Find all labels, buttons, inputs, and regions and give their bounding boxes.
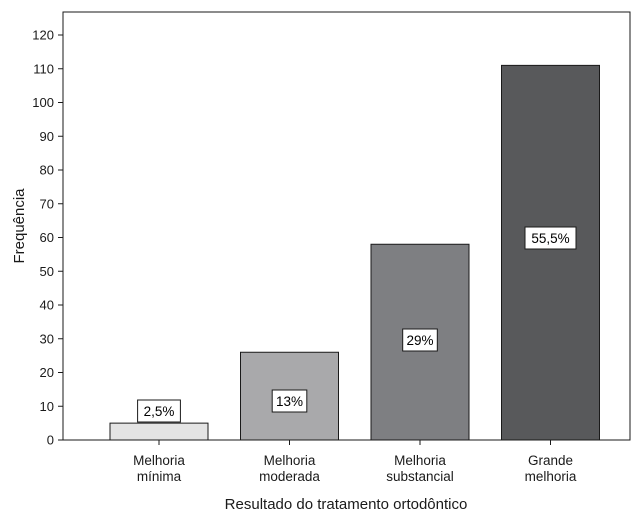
y-tick-label: 50 — [40, 264, 54, 279]
y-axis-title: Frequência — [11, 188, 28, 264]
data-label-box — [271, 389, 308, 413]
y-tick-label: 0 — [47, 433, 54, 448]
data-label: 55,5% — [531, 231, 569, 246]
data-label: 2,5% — [144, 404, 175, 419]
data-label-box — [524, 226, 577, 250]
x-tick-label: Grande — [528, 453, 573, 468]
y-axis: 0 10 20 30 40 50 60 70 80 90 100 110 120 — [32, 28, 63, 448]
data-label: 13% — [276, 394, 303, 409]
y-tick-label: 100 — [32, 95, 54, 110]
y-tick-label: 20 — [40, 365, 54, 380]
data-label: 29% — [406, 333, 433, 348]
bar — [109, 422, 209, 441]
x-tick-label: Melhoria — [133, 453, 185, 468]
y-tick-label: 110 — [33, 61, 54, 76]
y-tick-label: 70 — [40, 196, 54, 211]
x-tick-label: mínima — [137, 469, 182, 484]
plot-frame — [62, 11, 631, 441]
y-tick-label: 90 — [40, 129, 54, 144]
x-tick-label: substancial — [386, 469, 454, 484]
x-tick-label: Melhoria — [394, 453, 446, 468]
bars: 2,5% 13% 29% 55,5% — [109, 64, 600, 441]
x-axis: MelhoriamínimaMelhoriamoderadaMelhoriasu… — [133, 440, 577, 484]
x-tick-label: moderada — [259, 469, 320, 484]
data-label-box — [402, 328, 438, 352]
y-tick-label: 60 — [40, 230, 54, 245]
data-label-box — [137, 399, 181, 423]
y-tick-label: 30 — [40, 331, 54, 346]
y-tick-label: 80 — [40, 163, 54, 178]
y-tick-label: 10 — [40, 399, 54, 414]
x-tick-label: melhoria — [525, 469, 577, 484]
x-axis-title: Resultado do tratamento ortodôntico — [225, 496, 468, 513]
x-tick-label: Melhoria — [264, 453, 316, 468]
y-tick-label: 120 — [32, 28, 54, 43]
plot-area — [62, 11, 631, 441]
y-tick-label: 40 — [40, 298, 54, 313]
bar — [501, 64, 600, 441]
